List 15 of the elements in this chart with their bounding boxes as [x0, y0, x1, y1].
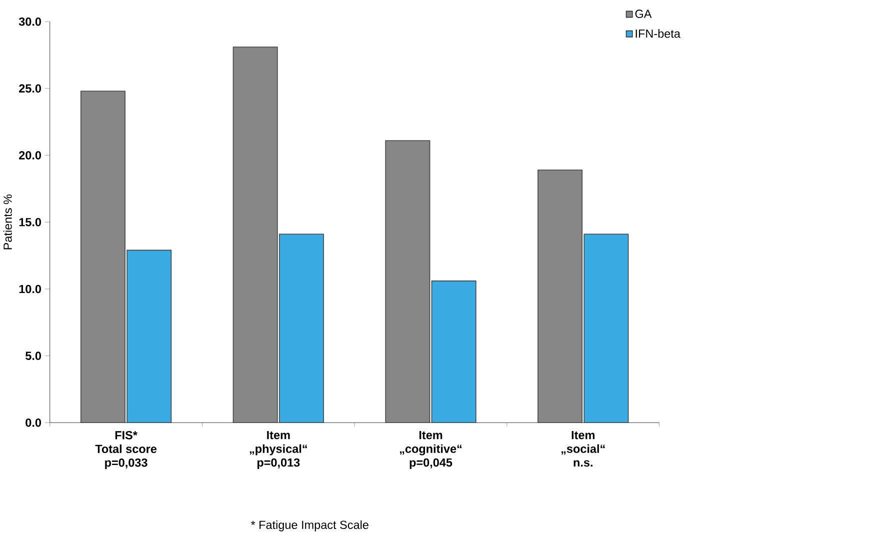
x-tick-label: Item „cognitive“ p=0,045	[400, 431, 462, 470]
y-tick-label: 25.0	[19, 84, 41, 93]
x-tick-label: Item „social“ n.s.	[561, 431, 605, 467]
y-tick-label: 20.0	[19, 151, 41, 160]
y-tick-label: 0.0	[26, 418, 42, 427]
text: * Fatigue Impact Scale	[250, 520, 368, 532]
y-tick-label: 5.0	[26, 352, 42, 360]
x-tick-label: FIS* Total score p=0,033	[95, 431, 157, 470]
x-tick-label: Item „physical“ p=0,013	[250, 431, 307, 470]
legend-label: IFN-beta	[636, 29, 680, 38]
y-axis-title: Patients %	[3, 194, 12, 250]
y-tick-label: 15.0	[19, 218, 41, 226]
y-tick-label: 10.0	[19, 285, 41, 294]
y-tick-label: 30.0	[18, 18, 41, 26]
legend-label: GA	[635, 10, 652, 18]
